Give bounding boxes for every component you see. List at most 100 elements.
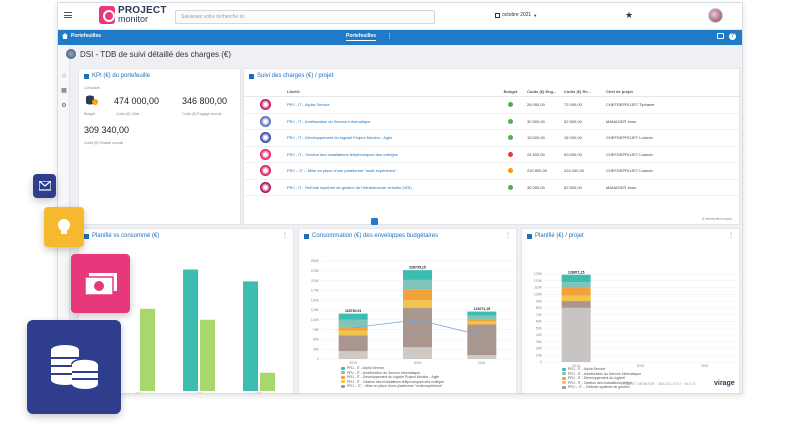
stack-segment[interactable] bbox=[338, 313, 368, 320]
help-icon[interactable]: ? bbox=[729, 33, 736, 40]
y-tick-label: 100K bbox=[311, 318, 320, 322]
stack-segment[interactable] bbox=[403, 289, 432, 301]
y-tick-label: 100K bbox=[534, 293, 543, 297]
rail-settings-icon[interactable]: ⚙ bbox=[61, 103, 67, 109]
stack-segment[interactable] bbox=[403, 347, 432, 359]
chart3-plot: 0 10K 20K 30K 40K 50K 60K 70K 80K 90K 100K 110K 120K… bbox=[534, 270, 737, 368]
page-title: DSI - TDB de suivi détaillé des charges … bbox=[80, 49, 232, 59]
project-label-link[interactable]: PRJ - IT - Développement du logiciel Pro… bbox=[287, 135, 393, 141]
kpi-caption-target: Coûts (€) Cible bbox=[116, 112, 140, 116]
stack-segment[interactable] bbox=[561, 287, 591, 296]
stack-segment[interactable] bbox=[338, 335, 368, 352]
y-tick-label: 40K bbox=[536, 333, 543, 337]
favorite-star-icon[interactable]: ★ bbox=[625, 10, 634, 20]
stack-segment[interactable] bbox=[561, 307, 591, 362]
col-chef[interactable]: Chef de projet bbox=[606, 88, 633, 94]
project-label-link[interactable]: PRJ - IT - Alpha Service bbox=[287, 102, 330, 108]
project-label-link[interactable]: PRJ -- IT -- Mise en place d'une platefo… bbox=[287, 168, 397, 174]
stack-segment[interactable] bbox=[561, 282, 591, 288]
stack-segment[interactable] bbox=[467, 315, 497, 320]
user-avatar[interactable] bbox=[708, 8, 723, 23]
chat-icon[interactable] bbox=[717, 33, 724, 39]
legend-item[interactable]: PRJ - IT - Développement du logiciel bbox=[562, 376, 641, 381]
stack-segment[interactable] bbox=[338, 319, 368, 327]
stack-segment[interactable] bbox=[467, 311, 497, 316]
menu-icon[interactable] bbox=[64, 12, 72, 18]
y-tick-label: 125K bbox=[311, 308, 320, 312]
logo-line2: monitor bbox=[118, 14, 149, 24]
legend-item[interactable]: PRJ - IT - Gestion des installations tél… bbox=[341, 380, 444, 385]
chart2-more-icon[interactable]: ⋮ bbox=[505, 233, 511, 239]
stack-segment[interactable] bbox=[467, 319, 497, 322]
x-tick-label: 2019 bbox=[572, 364, 580, 368]
legend-item[interactable]: PRJ - IT - Alpha Service bbox=[562, 367, 641, 372]
logo[interactable]: PROJECT monitor bbox=[99, 6, 167, 24]
table-row[interactable]: PRJ - IT - Amélioration du Service Infor… bbox=[244, 114, 741, 130]
nav-home[interactable]: Portefeuilles bbox=[62, 33, 101, 39]
legend-item[interactable]: PRJ - IT - Alpha Service bbox=[341, 366, 444, 371]
legend-item[interactable]: PRJ - IT - Gestion des installations tél… bbox=[562, 381, 641, 386]
project-avatar bbox=[260, 115, 271, 127]
total-label: 226735,15 bbox=[409, 266, 426, 270]
stack-segment[interactable] bbox=[561, 274, 591, 283]
cell-realise: 52 500,00 bbox=[564, 184, 582, 190]
chart1-title: Planifié vs consommé (€) bbox=[79, 229, 293, 243]
stack-segment[interactable] bbox=[561, 301, 591, 308]
stack-segment[interactable] bbox=[338, 330, 368, 336]
stack-segment[interactable] bbox=[467, 321, 497, 325]
charges-table-card: Suivi des charges (€) / projet Libellé B… bbox=[243, 68, 741, 225]
table-icon bbox=[249, 73, 254, 79]
bar[interactable] bbox=[243, 281, 258, 391]
table-row[interactable]: PRJ - IT - Refonte système de gestion de… bbox=[244, 180, 741, 196]
legend-item[interactable]: PRJ -- IT -- Refonte système de gestion bbox=[562, 385, 641, 390]
rail-grid-icon[interactable]: ▦ bbox=[61, 88, 67, 94]
stack-segment[interactable] bbox=[403, 300, 432, 309]
bar[interactable] bbox=[183, 269, 198, 391]
table-row[interactable]: PRJ -- IT -- Mise en place d'une platefo… bbox=[244, 163, 741, 180]
chart1-title-text: Planifié vs consommé (€) bbox=[92, 233, 160, 239]
more-options-icon[interactable]: ⋮ bbox=[386, 33, 393, 40]
table-row[interactable]: PRJ - IT - Alpha Service 26 000,00 72 000,… bbox=[244, 97, 741, 114]
date-selector[interactable]: octobre 2021 ▼ bbox=[495, 12, 537, 18]
legend-item[interactable]: PRJ - IT - Amélioration du Service Infor… bbox=[562, 372, 641, 377]
cell-chef: MANAGER Jean bbox=[606, 118, 637, 124]
y-tick-label: 30K bbox=[536, 340, 543, 344]
col-budget[interactable]: Budget bbox=[503, 88, 518, 94]
legend-item[interactable]: PRJ -- IT -- Mise en place d'une platefo… bbox=[341, 384, 444, 389]
table-row[interactable]: PRJ - IT - Développement du logiciel Pro… bbox=[244, 130, 741, 147]
tab-portefeuilles[interactable]: Portefeuilles bbox=[346, 33, 377, 41]
legend-item[interactable]: PRJ - IT - Développement du logiciel Pro… bbox=[341, 375, 444, 380]
project-label-link[interactable]: PRJ - IT - Gestion des installations tél… bbox=[287, 151, 398, 157]
y-tick-label: 175K bbox=[311, 289, 320, 293]
rail-home-icon[interactable]: ⌂ bbox=[62, 73, 66, 79]
bar[interactable] bbox=[140, 308, 155, 391]
cell-realise: 224 000,00 bbox=[564, 168, 585, 174]
bar[interactable] bbox=[260, 372, 275, 391]
legend-item[interactable]: PRJ - IT - Amélioration du Service Infor… bbox=[341, 371, 444, 376]
stack-segment[interactable] bbox=[338, 351, 368, 359]
col-engage[interactable]: Coûts (€) Eng... bbox=[527, 88, 557, 94]
stack-segment[interactable] bbox=[403, 270, 432, 280]
table-row[interactable]: PRJ - IT - Gestion des installations tél… bbox=[244, 147, 741, 163]
chart1-more-icon[interactable]: ⋮ bbox=[282, 233, 288, 239]
stack-segment[interactable] bbox=[467, 324, 497, 356]
stack-segment[interactable] bbox=[338, 326, 368, 331]
kpi-small-label: Consolidé bbox=[84, 86, 100, 90]
col-libelle[interactable]: Libellé bbox=[287, 88, 300, 94]
stack-segment[interactable] bbox=[403, 279, 432, 290]
chart3-more-icon[interactable]: ⋮ bbox=[728, 233, 734, 239]
legend-label: PRJ - IT - Amélioration du Service Infor… bbox=[347, 370, 421, 375]
bar[interactable] bbox=[200, 319, 215, 391]
search-input[interactable]: Saisissez votre recherche ici bbox=[175, 10, 435, 24]
caret-down-icon: ▼ bbox=[533, 12, 538, 18]
stack-segment[interactable] bbox=[561, 295, 591, 302]
kpi-title-text: KPI (€) du portefeuille bbox=[92, 73, 151, 79]
col-realise[interactable]: Coûts (€) Re... bbox=[564, 88, 591, 94]
project-label-link[interactable]: PRJ - IT - Refonte système de gestion de… bbox=[287, 184, 412, 190]
total-label: 128871,15 bbox=[568, 270, 585, 274]
stack-segment[interactable] bbox=[403, 308, 432, 348]
legend-swatch bbox=[341, 371, 345, 375]
project-label-link[interactable]: PRJ - IT - Amélioration du Service Infor… bbox=[287, 118, 371, 124]
top-bar: PROJECT monitor Saisissez votre recherch… bbox=[58, 3, 742, 30]
stack-segment[interactable] bbox=[467, 355, 497, 359]
